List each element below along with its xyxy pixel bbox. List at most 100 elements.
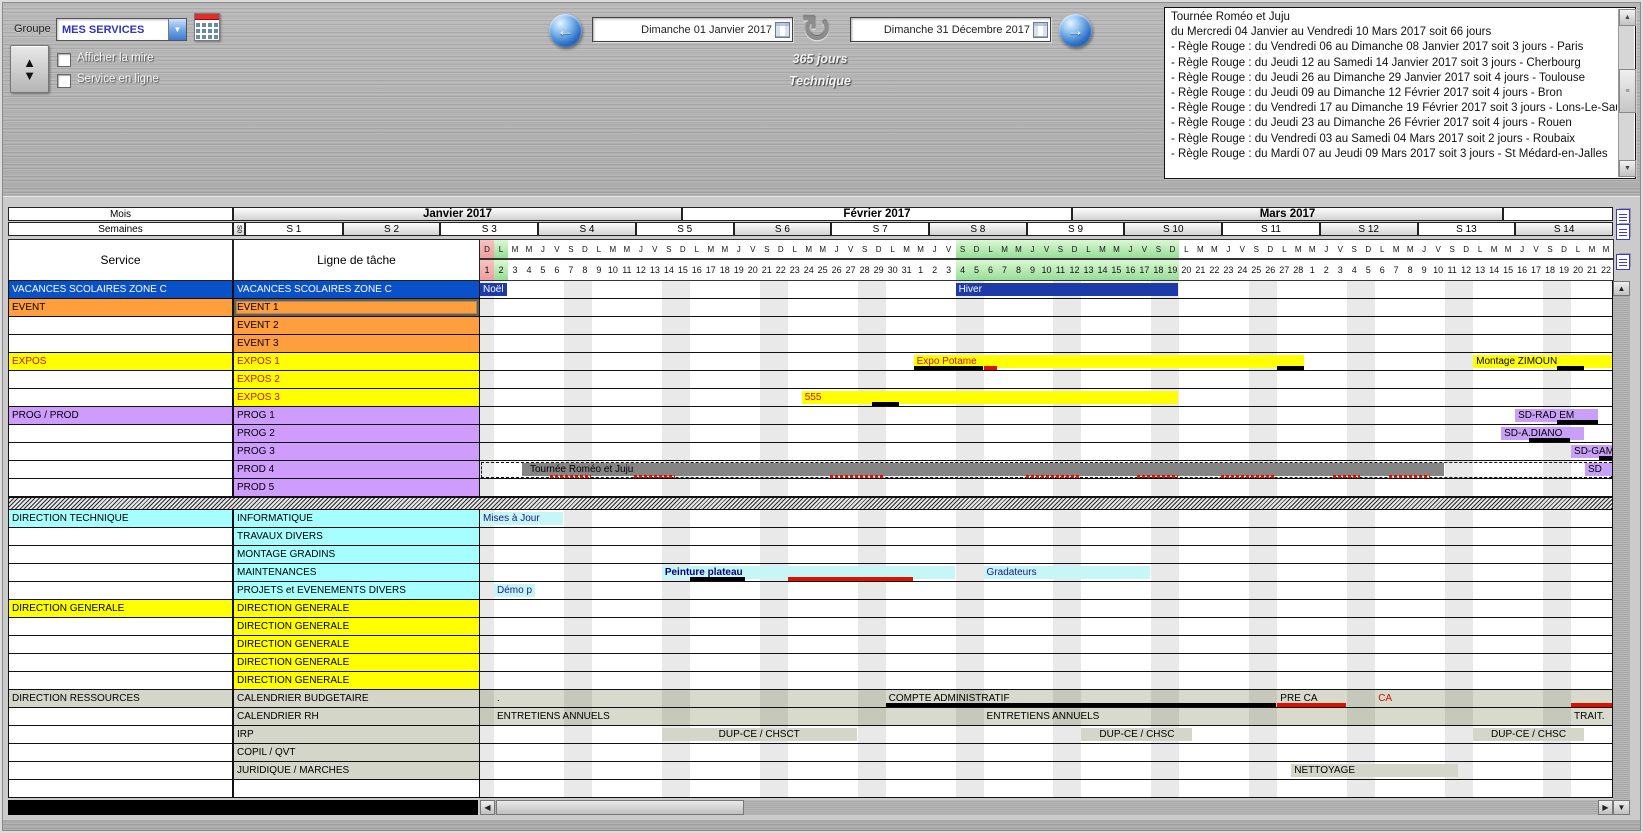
export-icon[interactable] <box>1616 254 1630 270</box>
task-cell[interactable]: EXPOS 1 <box>233 353 480 371</box>
calendar-icon[interactable] <box>194 13 220 41</box>
service-cell[interactable] <box>8 726 233 744</box>
service-cell[interactable]: EXPOS <box>8 353 233 371</box>
task-bar[interactable]: 555 <box>801 391 1179 404</box>
task-cell[interactable]: EVENT 3 <box>233 335 480 353</box>
task-bar[interactable]: TRAIT. <box>1574 711 1605 722</box>
task-bar[interactable]: Expo Potame <box>913 355 1305 368</box>
service-cell[interactable]: DIRECTION RESSOURCES <box>8 690 233 708</box>
service-cell[interactable] <box>8 582 233 600</box>
h-scroll-thumb[interactable] <box>496 800 744 815</box>
task-cell[interactable]: MONTAGE GRADINS <box>233 546 480 564</box>
v-scroll-track[interactable] <box>1613 296 1630 800</box>
task-bar[interactable]: Noël <box>480 283 507 296</box>
refresh-icon[interactable]: ↻ <box>801 9 833 50</box>
task-bar[interactable]: SD-A.DIANO <box>1501 427 1585 440</box>
service-cell[interactable]: PROG / PROD <box>8 407 233 425</box>
task-cell[interactable]: TRAVAUX DIVERS <box>233 528 480 546</box>
service-cell[interactable] <box>8 371 233 389</box>
task-cell[interactable]: VACANCES SCOLAIRES ZONE C <box>233 281 480 299</box>
task-cell[interactable]: IRP <box>233 726 480 744</box>
task-cell[interactable]: DIRECTION GENERALE <box>233 636 480 654</box>
scroll-down-icon[interactable]: ▼ <box>1619 160 1636 177</box>
task-cell[interactable]: DIRECTION GENERALE <box>233 654 480 672</box>
service-cell[interactable] <box>8 317 233 335</box>
task-cell[interactable]: EXPOS 2 <box>233 371 480 389</box>
end-date-field[interactable]: Dimanche 31 Décembre 2017 <box>850 17 1051 42</box>
task-bar[interactable]: Peinture plateau <box>661 566 955 579</box>
task-cell[interactable]: EXPOS 3 <box>233 389 480 407</box>
task-bar[interactable]: COMPTE ADMINISTRATIF <box>888 693 1010 704</box>
service-cell[interactable] <box>8 744 233 762</box>
afficher-mire-checkbox[interactable] <box>57 53 71 67</box>
task-bar[interactable]: SD <box>1585 463 1612 476</box>
chevron-down-icon[interactable]: ▼ <box>168 19 186 40</box>
task-cell[interactable]: MAINTENANCES <box>233 564 480 582</box>
task-cell[interactable]: EVENT 1 <box>233 299 480 317</box>
service-cell[interactable] <box>8 780 233 798</box>
task-bar[interactable]: ENTRETIENS ANNUELS <box>496 711 610 722</box>
task-cell[interactable]: PROD 4 <box>233 461 480 479</box>
task-cell[interactable]: CALENDRIER BUDGETAIRE <box>233 690 480 708</box>
task-cell[interactable] <box>233 780 480 798</box>
task-cell[interactable]: PROD 5 <box>233 479 480 497</box>
service-cell[interactable] <box>8 762 233 780</box>
info-scroll-thumb[interactable]: ≡ <box>1619 69 1636 113</box>
task-cell[interactable]: DIRECTION GENERALE <box>233 618 480 636</box>
task-bar[interactable]: DUP-CE / CHSCT <box>661 728 857 741</box>
task-cell[interactable]: JURIDIQUE / MARCHES <box>233 762 480 780</box>
export-icon[interactable] <box>1616 209 1630 225</box>
start-date-field[interactable]: Dimanche 01 Janvier 2017 <box>592 17 793 42</box>
service-cell[interactable]: EVENT <box>8 299 233 317</box>
task-cell[interactable]: PROG 3 <box>233 443 480 461</box>
service-cell[interactable] <box>8 672 233 690</box>
task-bar[interactable]: . <box>496 693 500 704</box>
horizontal-scrollbar[interactable]: ◀ ▶ <box>480 800 1613 815</box>
spin-up-icon[interactable]: ▲ <box>23 55 36 70</box>
scroll-down-icon[interactable]: ▼ <box>1613 800 1630 815</box>
service-cell[interactable] <box>8 425 233 443</box>
task-bar[interactable]: PRE CA <box>1280 693 1318 704</box>
task-cell[interactable]: EVENT 2 <box>233 317 480 335</box>
task-bar[interactable]: Mises à Jour <box>480 512 563 525</box>
scroll-up-icon[interactable]: ▲ <box>1613 281 1630 296</box>
task-bar[interactable]: DUP-CE / CHSC <box>1473 728 1584 741</box>
task-cell[interactable]: PROG 2 <box>233 425 480 443</box>
export-icon[interactable] <box>1616 224 1630 240</box>
spin-down-icon[interactable]: ▼ <box>23 68 36 83</box>
info-panel-scrollbar[interactable]: ▲ ≡ ▼ <box>1618 9 1636 177</box>
scroll-right-icon[interactable]: ▶ <box>1598 800 1613 815</box>
service-cell[interactable] <box>8 443 233 461</box>
service-cell[interactable] <box>8 461 233 479</box>
service-cell[interactable] <box>8 618 233 636</box>
groupe-select[interactable]: MES SERVICES ▼ <box>56 18 187 41</box>
task-cell[interactable]: DIRECTION GENERALE <box>233 600 480 618</box>
h-scroll-track[interactable] <box>495 800 1598 815</box>
task-cell[interactable]: DIRECTION GENERALE <box>233 672 480 690</box>
service-cell[interactable]: DIRECTION GENERALE <box>8 600 233 618</box>
service-cell[interactable] <box>8 335 233 353</box>
task-cell[interactable]: COPIL / QVT <box>233 744 480 762</box>
service-cell[interactable] <box>8 528 233 546</box>
prev-period-button[interactable]: ← <box>549 14 582 47</box>
task-bar[interactable]: Démo p <box>493 584 535 597</box>
scroll-left-icon[interactable]: ◀ <box>480 800 495 815</box>
next-period-button[interactable]: → <box>1059 14 1092 47</box>
scroll-up-icon[interactable]: ▲ <box>1619 9 1636 26</box>
task-bar[interactable]: SD-GAM <box>1571 445 1612 458</box>
task-bar[interactable]: Montage ZIMOUN <box>1473 355 1612 368</box>
service-cell[interactable]: VACANCES SCOLAIRES ZONE C <box>8 281 233 299</box>
service-cell[interactable] <box>8 479 233 497</box>
task-bar[interactable]: ENTRETIENS ANNUELS <box>986 711 1100 722</box>
service-en-ligne-checkbox[interactable] <box>57 74 71 88</box>
service-cell[interactable] <box>8 389 233 407</box>
task-bar[interactable]: Gradateurs <box>983 566 1151 579</box>
task-cell[interactable]: PROG 1 <box>233 407 480 425</box>
date-picker-icon[interactable] <box>1033 21 1048 38</box>
task-cell[interactable]: CALENDRIER RH <box>233 708 480 726</box>
service-cell[interactable] <box>8 708 233 726</box>
vertical-scrollbar[interactable]: ▲ ▼ <box>1613 281 1630 815</box>
service-cell[interactable] <box>8 654 233 672</box>
task-cell[interactable]: INFORMATIQUE <box>233 510 480 528</box>
service-cell[interactable] <box>8 636 233 654</box>
